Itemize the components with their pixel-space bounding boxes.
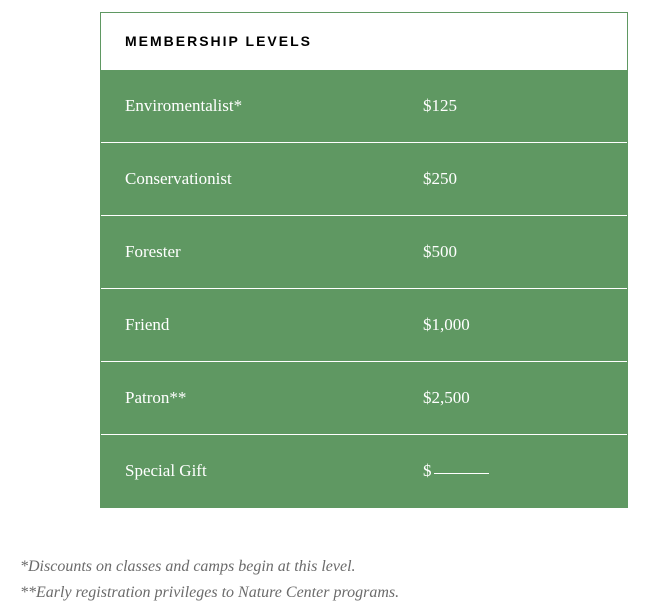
- level-amount: $125: [423, 96, 603, 116]
- blank-line: [434, 473, 489, 474]
- level-amount-currency: $: [423, 461, 432, 480]
- membership-table: MEMBERSHIP LEVELS Enviromentalist* $125 …: [100, 12, 628, 508]
- level-name: Forester: [125, 242, 423, 262]
- level-amount: $500: [423, 242, 603, 262]
- level-name: Conservationist: [125, 169, 423, 189]
- table-header: MEMBERSHIP LEVELS: [101, 13, 627, 69]
- table-row: Patron** $2,500: [101, 361, 627, 434]
- footnote: **Early registration privileges to Natur…: [20, 584, 638, 602]
- footnote: *Discounts on classes and camps begin at…: [20, 558, 638, 576]
- table-title: MEMBERSHIP LEVELS: [125, 33, 603, 49]
- table-row: Forester $500: [101, 215, 627, 288]
- table-row: Enviromentalist* $125: [101, 69, 627, 142]
- table-row: Conservationist $250: [101, 142, 627, 215]
- level-name: Enviromentalist*: [125, 96, 423, 116]
- table-row: Special Gift $: [101, 434, 627, 507]
- level-name: Friend: [125, 315, 423, 335]
- level-amount: $2,500: [423, 388, 603, 408]
- table-row: Friend $1,000: [101, 288, 627, 361]
- level-name: Special Gift: [125, 461, 423, 481]
- level-amount: $: [423, 461, 603, 481]
- level-name: Patron**: [125, 388, 423, 408]
- footnotes: *Discounts on classes and camps begin at…: [20, 558, 638, 602]
- level-amount: $1,000: [423, 315, 603, 335]
- level-amount: $250: [423, 169, 603, 189]
